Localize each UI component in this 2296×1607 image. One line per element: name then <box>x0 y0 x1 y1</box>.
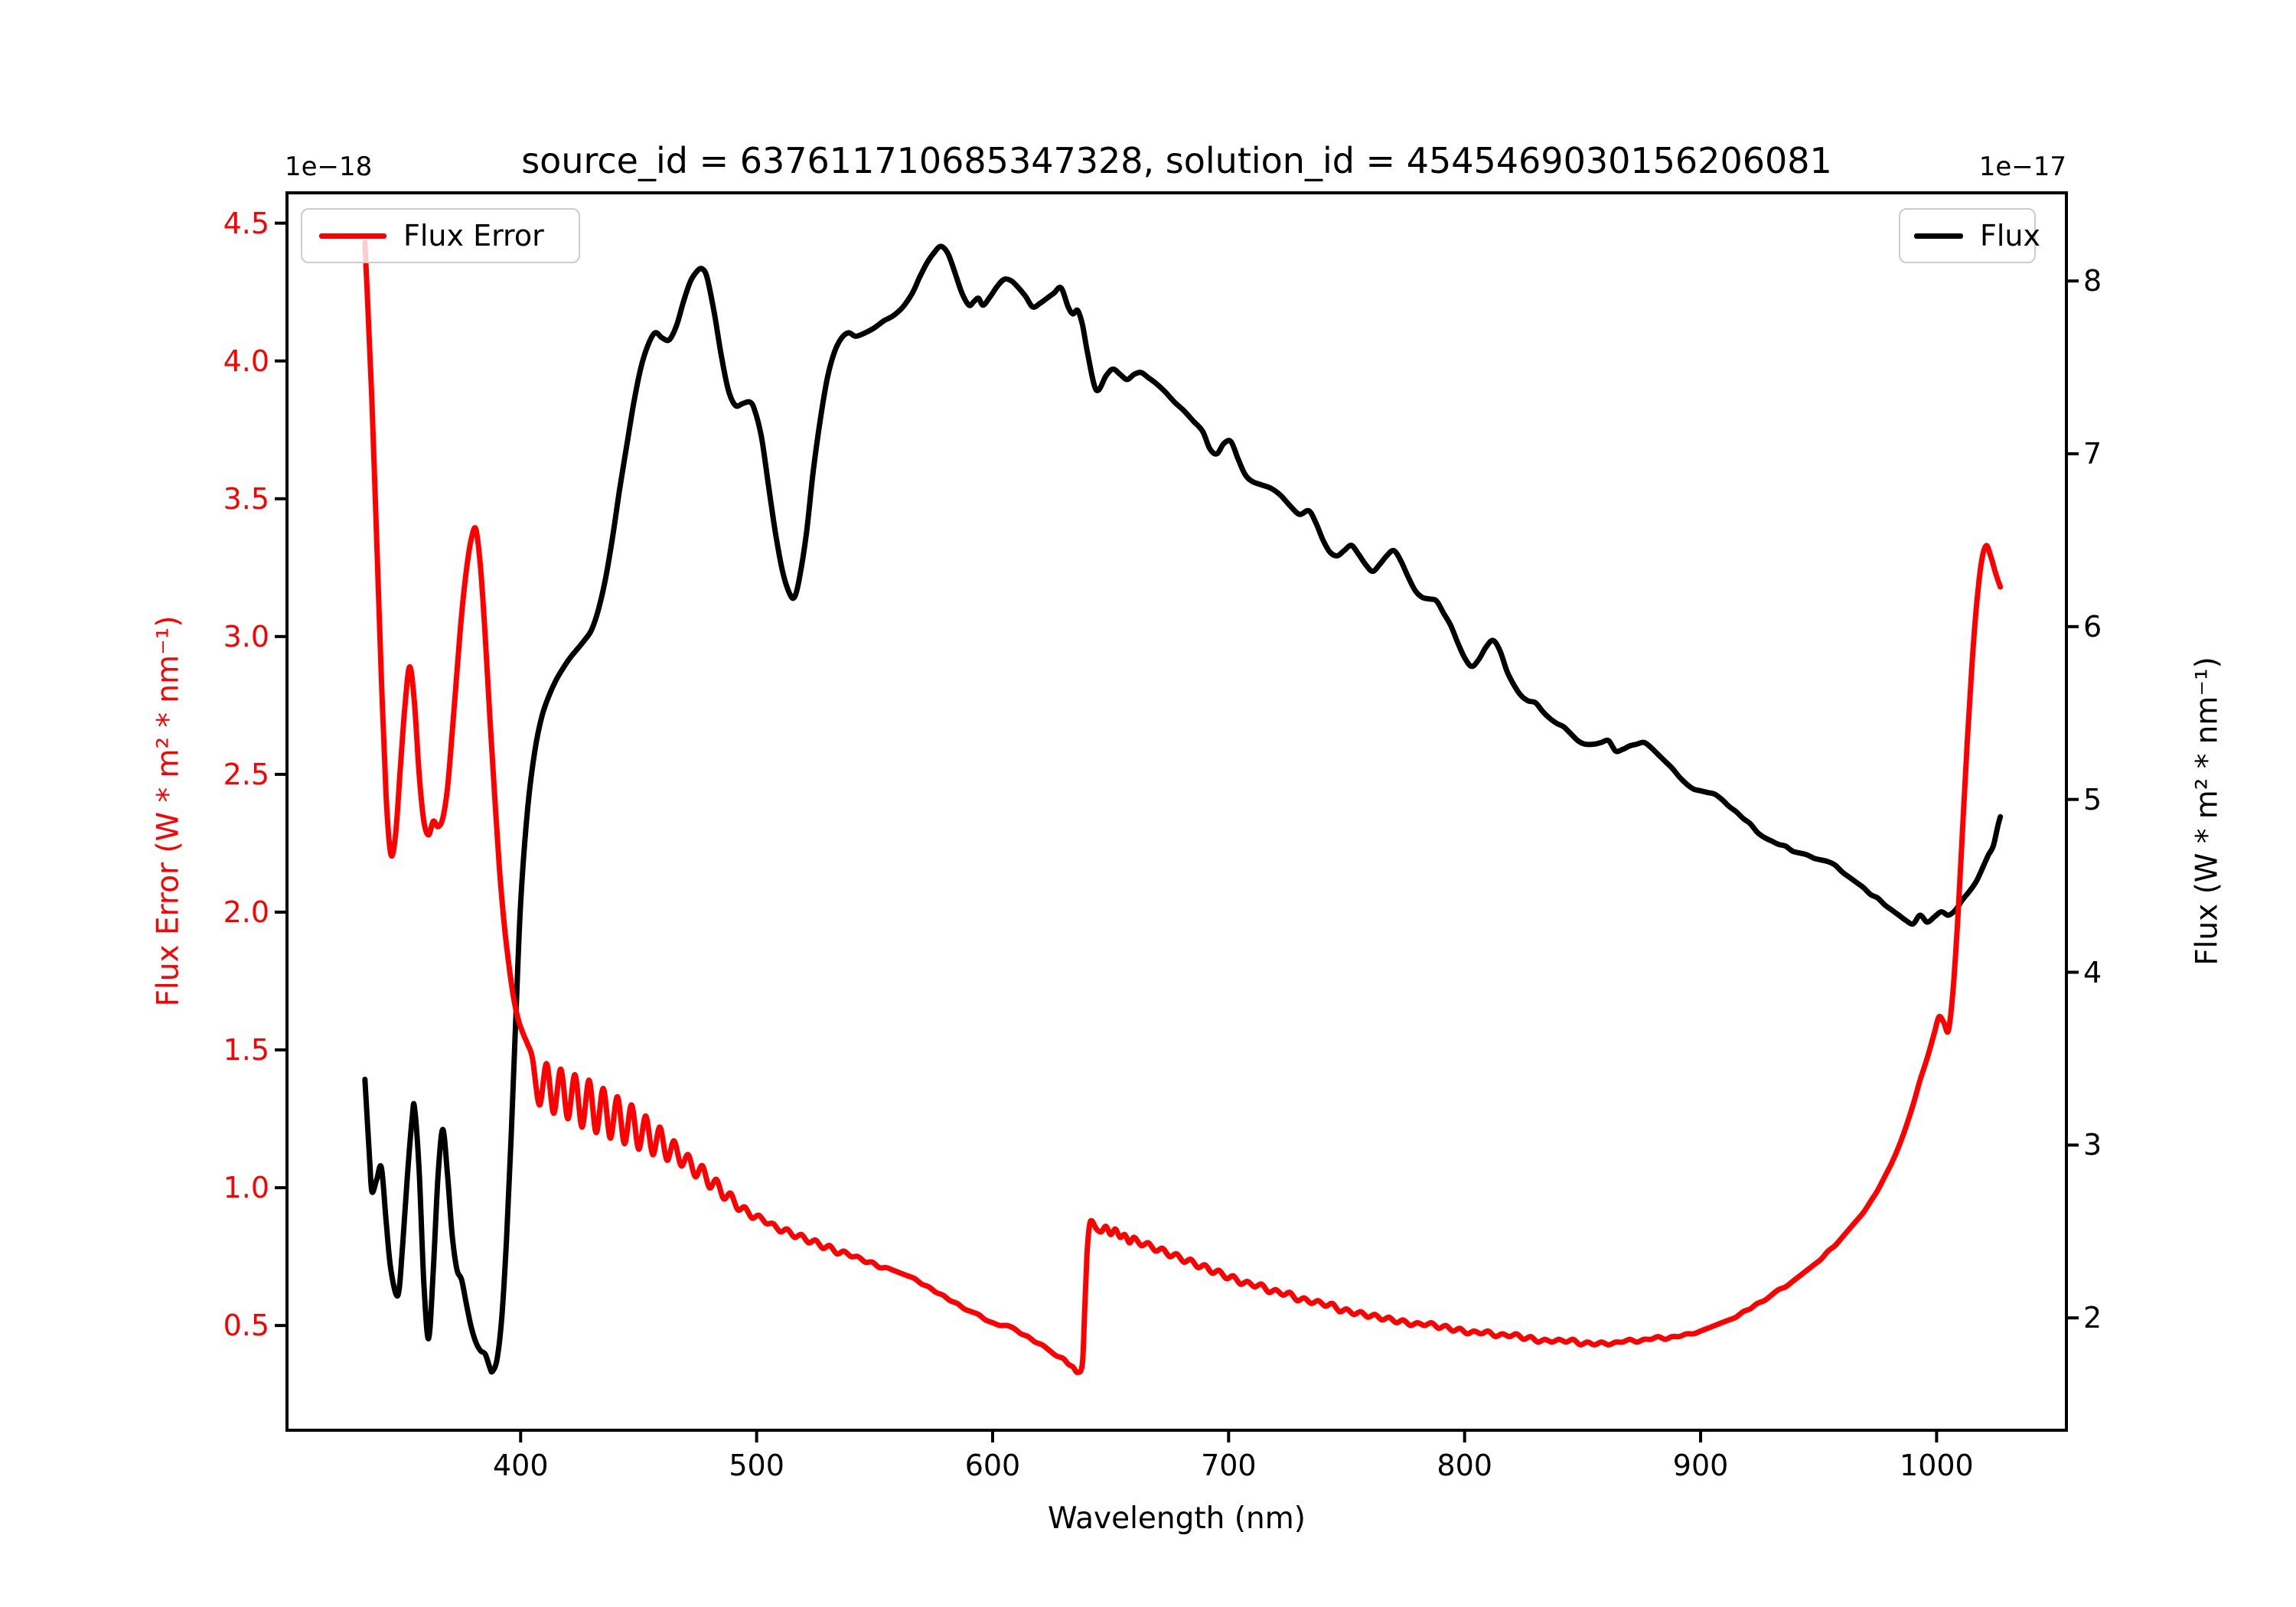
chart-title: source_id = 637611710685347328, solution… <box>521 140 1832 181</box>
right-tick-label: 5 <box>2083 782 2102 817</box>
x-tick-label: 900 <box>1672 1449 1729 1482</box>
left-tick-label: 3.5 <box>223 481 269 516</box>
right-tick-label: 3 <box>2083 1128 2102 1162</box>
right-axis-title: Flux (W * m² * nm⁻¹) <box>2190 657 2225 966</box>
left-tick-label: 3.0 <box>223 619 269 654</box>
left-tick-label: 2.5 <box>223 757 269 791</box>
flux-error-curve <box>362 240 2004 1375</box>
axes-spines <box>285 191 2068 1432</box>
x-tick-label: 700 <box>1201 1449 1257 1482</box>
legend-flux: Flux <box>1899 208 2040 263</box>
right-tick-label: 8 <box>2083 264 2102 298</box>
right-tick-label: 7 <box>2083 437 2102 471</box>
x-tick-label: 800 <box>1437 1449 1492 1482</box>
x-tick-label: 600 <box>964 1449 1021 1482</box>
x-axis-title: Wavelength (nm) <box>1048 1501 1306 1536</box>
flux-line-sample <box>1914 233 1963 239</box>
left-tick-label: 1.0 <box>223 1171 269 1205</box>
left-tick-label: 0.5 <box>223 1309 269 1343</box>
flux-curve <box>362 243 2004 1375</box>
left-axis-title: Flux Error (W * m² * nm⁻¹) <box>151 615 186 1007</box>
legend-flux-error: Flux Error <box>301 208 580 263</box>
legend-flux-error-label: Flux Error <box>403 219 544 253</box>
right-tick-label: 4 <box>2083 955 2102 989</box>
x-tick-label: 500 <box>729 1449 784 1482</box>
right-tick-label: 6 <box>2083 609 2102 644</box>
x-tick-label: 400 <box>493 1449 549 1482</box>
left-tick-label: 4.0 <box>223 344 269 378</box>
left-tick-label: 4.5 <box>223 206 269 240</box>
right-axis-offset-label: 1e−17 <box>1978 152 2066 182</box>
left-tick-label: 2.0 <box>223 895 269 929</box>
right-tick-label: 2 <box>2083 1301 2102 1335</box>
x-tick-label: 1000 <box>1900 1449 1974 1482</box>
legend-flux-label: Flux <box>1980 219 2040 253</box>
left-axis-offset-label: 1e−18 <box>285 152 373 182</box>
flux-error-line-sample <box>319 233 386 239</box>
left-tick-label: 1.5 <box>223 1033 269 1068</box>
